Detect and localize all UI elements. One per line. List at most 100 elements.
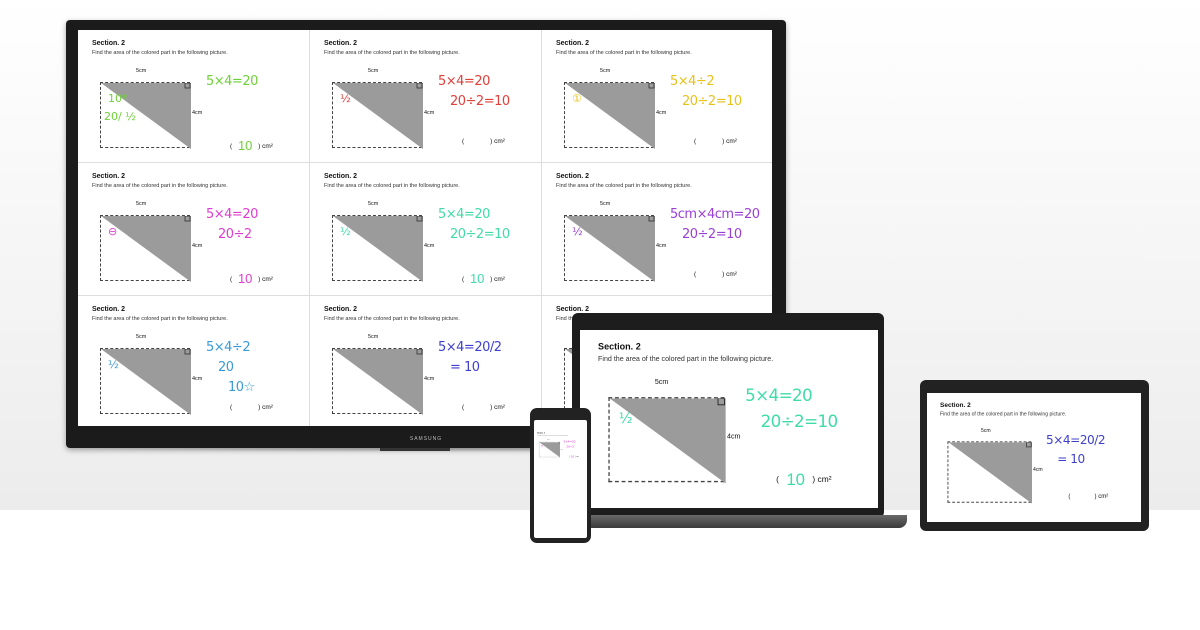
handwritten-figure-note: ½ <box>618 409 633 427</box>
handwritten-note: 10☆ <box>228 380 255 395</box>
handwritten-figure-note: ⊖ <box>108 225 118 238</box>
right-angle-mark <box>184 83 191 89</box>
answer-field[interactable]: () cm² <box>230 404 273 411</box>
area-figure <box>100 82 191 149</box>
unit-label: ) cm² <box>575 455 579 458</box>
area-figure <box>100 215 191 282</box>
tablet: Section. 2 Find the area of the colored p… <box>920 380 1149 531</box>
grid-cell[interactable]: Section. 2 Find the area of the colored p… <box>78 296 309 426</box>
answer-field[interactable]: (10) cm² <box>230 271 273 286</box>
brand-logo: SAMSUNG <box>409 436 443 442</box>
height-label: 4cm <box>192 243 203 249</box>
open-paren: ( <box>230 404 233 411</box>
grid-cell[interactable]: Section. 2 Find the area of the colored p… <box>78 30 309 162</box>
handwritten-figure-note: ① <box>572 92 582 105</box>
open-paren: ( <box>462 404 465 411</box>
right-angle-mark <box>184 216 191 222</box>
grid-cell[interactable]: Section. 2 Find the area of the colored p… <box>310 30 541 162</box>
worksheet-card: Section. 2 Find the area of the colored p… <box>78 163 309 295</box>
answer-value: 10 <box>237 138 253 153</box>
section-title: Section. 2 <box>556 173 590 180</box>
colored-triangle <box>565 216 655 282</box>
colored-triangle <box>565 83 655 149</box>
handwritten-note: 20÷2=10 <box>682 227 742 242</box>
height-label: 4cm <box>727 433 741 441</box>
area-figure <box>564 215 655 282</box>
laptop-screen[interactable]: Section. 2 Find the area of the colored p… <box>580 330 878 508</box>
handwritten-note: = 10 <box>1057 452 1085 467</box>
width-label: 5cm <box>368 334 379 340</box>
height-label: 4cm <box>424 243 435 249</box>
width-label: 5cm <box>136 334 147 340</box>
unit-label: ) cm² <box>812 475 832 485</box>
worksheet-card: Section. 2 Find the area of the colored p… <box>78 30 309 162</box>
area-figure <box>332 215 423 282</box>
height-label: 4cm <box>424 376 435 382</box>
grid-cell[interactable]: Section. 2 Find the area of the colored p… <box>310 163 541 295</box>
height-label: 4cm <box>424 110 435 116</box>
instruction-text: Find the area of the colored part in the… <box>92 50 228 56</box>
answer-field[interactable]: (10) cm² <box>569 455 579 458</box>
answer-field[interactable]: () cm² <box>462 404 505 411</box>
section-title: Section. 2 <box>324 306 358 313</box>
area-figure <box>947 441 1033 504</box>
answer-field[interactable]: ( ) cm² <box>1068 493 1108 500</box>
answer-field[interactable]: (10) cm² <box>230 138 273 153</box>
open-paren: ( <box>462 276 465 283</box>
answer-field[interactable]: () cm² <box>694 138 737 145</box>
handwritten-note: 5×4÷2 <box>206 340 251 355</box>
area-figure <box>608 397 726 484</box>
section-title: Section. 2 <box>92 306 126 313</box>
section-title: Section. 2 <box>598 342 641 352</box>
handwritten-figure-note: ⊖ <box>540 444 544 448</box>
unit-label: ) cm² <box>1094 493 1109 500</box>
area-figure <box>332 348 423 415</box>
handwritten-note: 5×4÷2 <box>670 74 715 89</box>
tablet-screen[interactable]: Section. 2 Find the area of the colored p… <box>927 393 1141 522</box>
grid-cell[interactable]: Section. 2 Find the area of the colored p… <box>310 296 541 426</box>
answer-value: 10 <box>786 469 805 489</box>
answer-field[interactable]: (10) cm² <box>776 469 831 488</box>
instruction-text: Find the area of the colored part in the… <box>92 183 228 189</box>
section-title: Section. 2 <box>92 173 126 180</box>
handwritten-note: 5×4=20 <box>438 207 490 222</box>
right-angle-mark <box>416 216 423 222</box>
width-label: 5cm <box>368 201 379 207</box>
open-paren: ( <box>694 138 697 145</box>
phone-screen[interactable]: Section. 2 Find the area of the colored p… <box>534 420 587 538</box>
height-label: 4cm <box>1033 467 1043 473</box>
handwritten-note: 20÷2=10 <box>450 227 510 242</box>
grid-cell[interactable]: Section. 2 Find the area of the colored p… <box>78 163 309 295</box>
open-paren: ( <box>1068 493 1071 500</box>
answer-field[interactable]: () cm² <box>462 138 505 145</box>
instruction-text: Find the area of the colored part in the… <box>556 183 692 189</box>
handwritten-note: 5cm×4cm=20 <box>670 207 760 222</box>
handwritten-note: 5×4=20 <box>206 74 258 89</box>
handwritten-figure-note: ½ <box>572 225 583 238</box>
height-label: 4cm <box>192 110 203 116</box>
area-figure <box>564 82 655 149</box>
handwritten-note: = 10 <box>450 360 480 375</box>
instruction-text: Find the area of the colored part in the… <box>556 50 692 56</box>
grid-cell[interactable]: Section. 2 Find the area of the colored p… <box>542 30 772 162</box>
area-figure <box>100 348 191 415</box>
instruction-text: Find the area of the colored part in the… <box>940 411 1067 418</box>
grid-cell[interactable]: Section. 2 Find the area of the colored p… <box>542 163 772 295</box>
answer-field[interactable]: (10) cm² <box>462 271 505 286</box>
width-label: 5cm <box>368 68 379 74</box>
handwritten-figure-note: ½ <box>340 225 351 238</box>
instruction-text: Find the area of the colored part in the… <box>92 316 228 322</box>
open-paren: ( <box>230 276 233 283</box>
worksheet-card: Section. 2 Find the area of the colored p… <box>78 296 309 426</box>
handwritten-note: 5×4=20/2 <box>1046 433 1106 448</box>
answer-field[interactable]: () cm² <box>694 271 737 278</box>
handwritten-figure-note: 10* <box>108 92 128 105</box>
width-label: 5cm <box>547 438 550 441</box>
section-title: Section. 2 <box>92 40 126 47</box>
